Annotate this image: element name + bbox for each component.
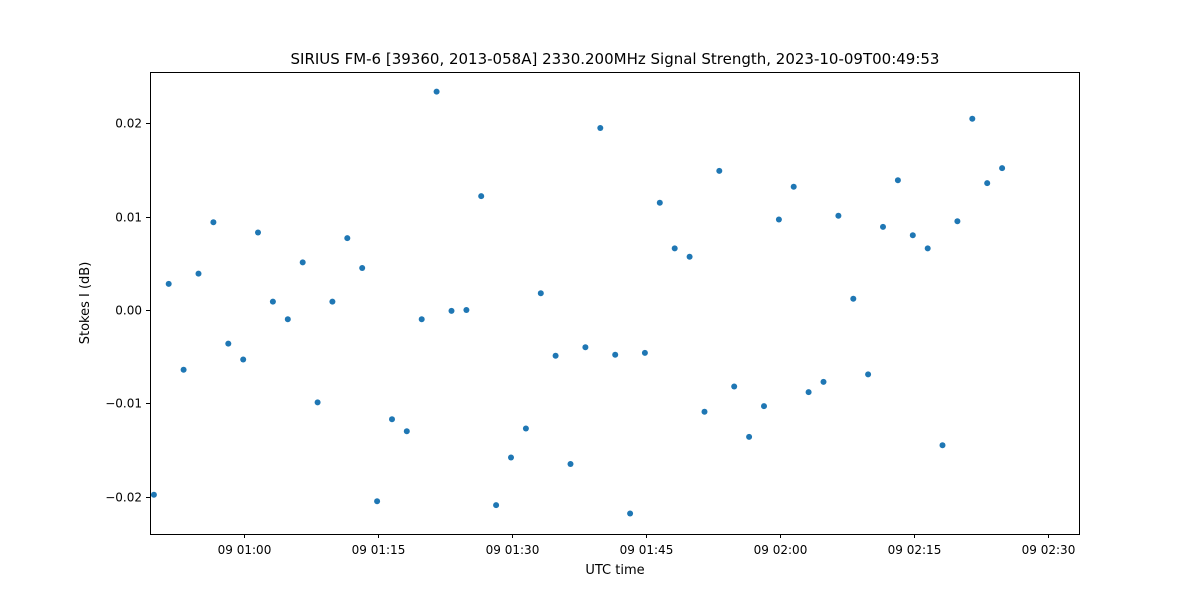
data-point-6 — [240, 356, 247, 363]
data-point-21 — [463, 307, 470, 313]
data-point-22 — [478, 193, 485, 200]
data-point-16 — [389, 416, 395, 423]
data-point-7 — [255, 229, 261, 236]
data-point-2 — [180, 366, 187, 373]
data-point-24 — [508, 454, 514, 461]
x-tick-label-1: 09 01:15 — [352, 543, 406, 557]
data-point-50 — [894, 177, 901, 184]
data-point-1 — [165, 280, 172, 287]
data-point-55 — [969, 115, 976, 122]
data-point-57 — [999, 165, 1006, 172]
data-point-46 — [835, 212, 842, 219]
x-tick-label-5: 09 02:15 — [888, 543, 942, 557]
data-point-43 — [790, 183, 797, 190]
data-point-49 — [880, 223, 886, 230]
y-tick-label-3: 0.01 — [115, 211, 142, 225]
data-point-32 — [627, 510, 634, 517]
data-point-36 — [686, 253, 693, 260]
data-point-47 — [850, 295, 857, 302]
plot-frame — [150, 72, 1080, 535]
data-point-38 — [716, 167, 723, 174]
data-point-0 — [150, 491, 157, 498]
data-point-30 — [597, 125, 604, 131]
x-tick-label-3: 09 01:45 — [620, 543, 674, 557]
data-point-42 — [775, 216, 782, 223]
data-point-26 — [537, 290, 544, 297]
data-point-51 — [909, 232, 916, 239]
x-axis-ticks: 09 01:00 09 01:15 09 01:30 09 01:45 09 02:00… — [218, 534, 1076, 557]
x-tick-label-4: 09 02:00 — [754, 543, 808, 557]
y-axis-ticks: −0.02 −0.01 0.00 0.01 0.02 — [105, 117, 150, 505]
data-point-53 — [939, 442, 946, 449]
x-axis-label: UTC time — [585, 563, 644, 578]
y-tick-label-0: −0.02 — [105, 491, 142, 505]
data-point-34 — [656, 199, 663, 206]
y-tick-label-2: 0.00 — [115, 304, 142, 318]
x-tick-label-0: 09 01:00 — [218, 543, 272, 557]
y-tick-label-1: −0.01 — [105, 397, 142, 411]
data-point-28 — [567, 461, 574, 467]
data-point-41 — [761, 403, 767, 410]
y-tick-label-4: 0.02 — [115, 117, 142, 131]
chart-title: SIRIUS FM-6 [39360, 2013-058A] 2330.200M… — [291, 50, 940, 68]
data-point-20 — [448, 307, 455, 314]
data-point-18 — [418, 316, 425, 323]
data-point-4 — [210, 219, 217, 226]
data-point-19 — [433, 88, 440, 95]
data-point-37 — [701, 408, 708, 415]
data-point-12 — [329, 298, 336, 305]
y-axis-label: Stokes I (dB) — [78, 262, 93, 345]
data-point-52 — [924, 245, 931, 252]
data-point-27 — [552, 352, 559, 359]
data-point-56 — [984, 180, 991, 187]
data-point-44 — [805, 389, 812, 396]
data-point-48 — [865, 371, 872, 378]
data-point-9 — [284, 316, 291, 323]
data-point-33 — [641, 349, 648, 356]
data-point-29 — [582, 344, 589, 351]
data-point-15 — [374, 498, 381, 505]
data-point-45 — [820, 378, 827, 385]
data-point-5 — [225, 340, 232, 347]
data-point-35 — [671, 245, 678, 252]
data-point-17 — [403, 428, 410, 435]
data-point-8 — [269, 298, 276, 305]
data-point-25 — [522, 425, 529, 432]
data-points — [150, 88, 1006, 517]
data-point-31 — [612, 351, 619, 358]
data-point-10 — [299, 259, 306, 266]
data-point-23 — [493, 502, 500, 509]
data-point-40 — [746, 433, 753, 440]
data-point-11 — [314, 399, 321, 406]
data-point-13 — [344, 235, 351, 242]
data-point-3 — [195, 270, 202, 277]
x-tick-label-2: 09 01:30 — [486, 543, 540, 557]
x-tick-label-6: 09 02:30 — [1022, 543, 1076, 557]
data-point-14 — [359, 265, 366, 271]
data-point-39 — [731, 383, 738, 390]
data-point-54 — [954, 218, 961, 225]
